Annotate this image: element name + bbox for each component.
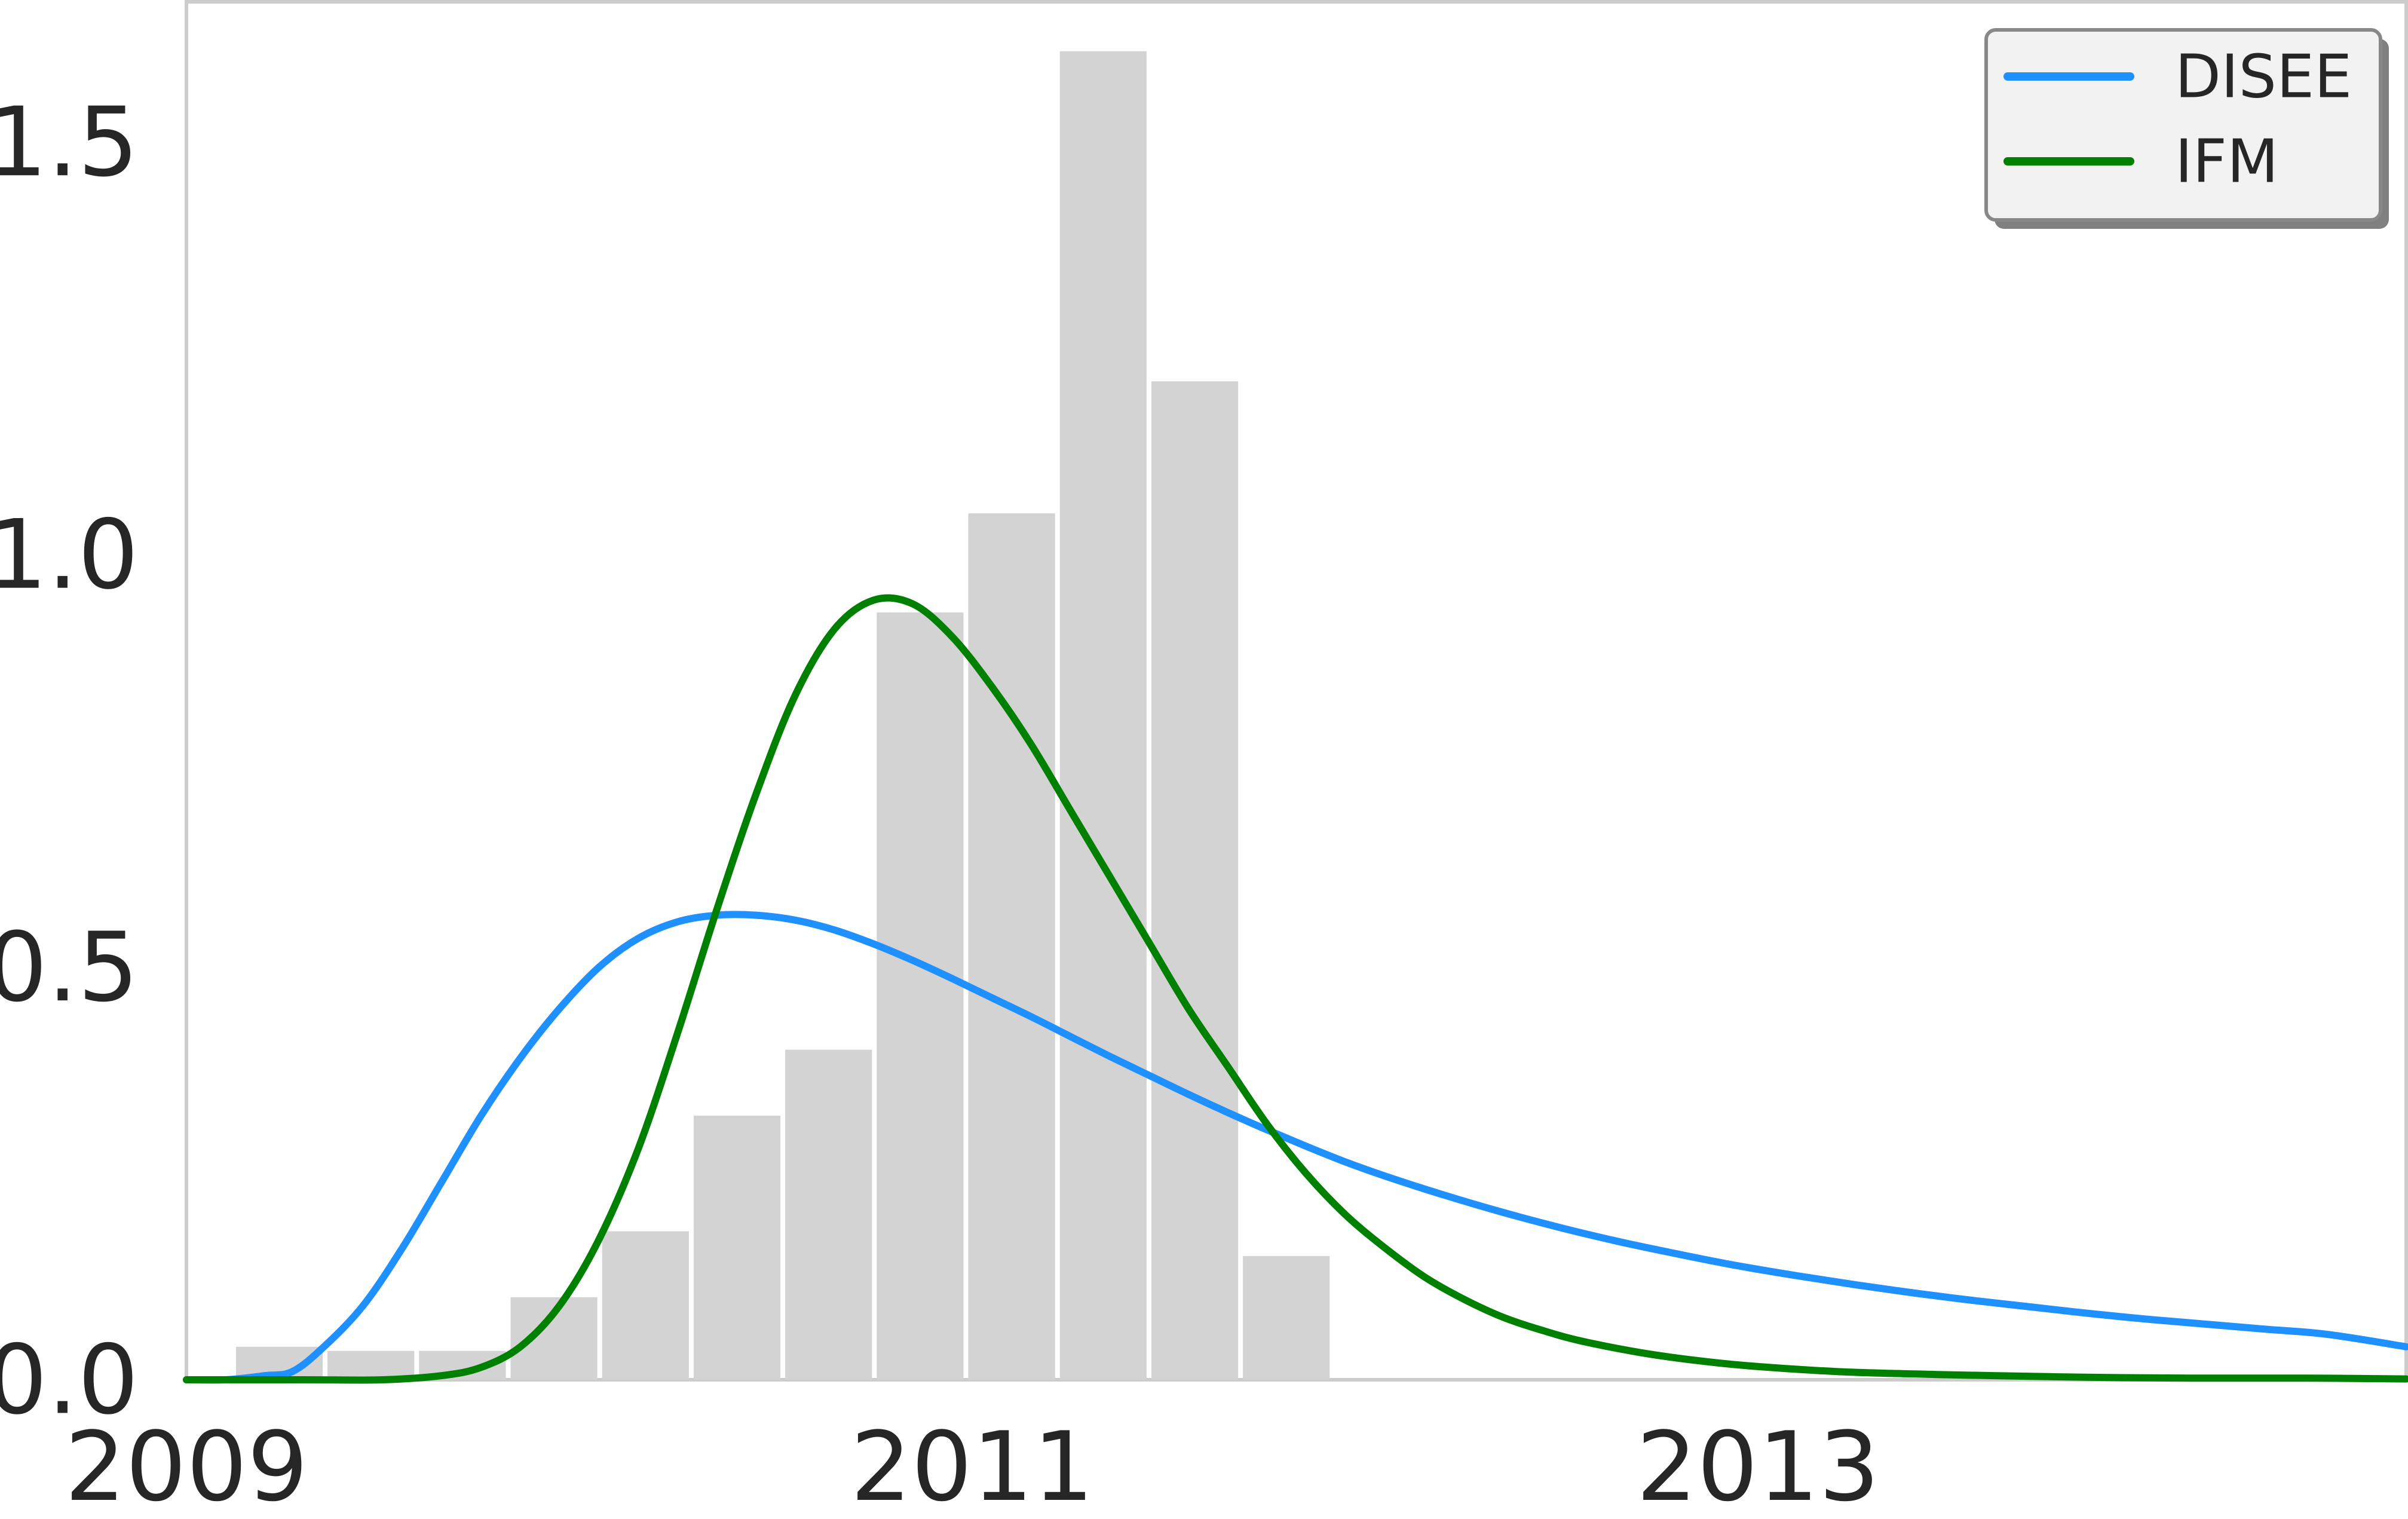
series-line-ifm <box>183 594 2408 1384</box>
x-axis-ticks: 2009 2011 2013 <box>65 1411 1879 1519</box>
histogram-bar <box>968 513 1055 1380</box>
y-tick-label: 0.5 <box>0 911 139 1023</box>
histogram-bar <box>327 1350 415 1380</box>
y-tick-label: 1.5 <box>0 86 139 198</box>
histogram-bars <box>235 51 1330 1380</box>
legend-entries: DISEE IFM <box>2003 42 2352 197</box>
density-lines <box>183 594 2408 1384</box>
y-axis-ticks: 0.0 0.5 1.0 1.5 <box>0 86 139 1435</box>
histogram-bar <box>1059 51 1147 1380</box>
legend-label-ifm: IFM <box>2175 127 2278 197</box>
histogram-bar <box>602 1231 689 1380</box>
x-tick-label: 2011 <box>850 1411 1093 1519</box>
x-tick-label: 2013 <box>1636 1411 1879 1519</box>
plot-area-frame <box>185 0 2408 1382</box>
histogram-bar <box>785 1049 872 1380</box>
histogram-bar <box>1243 1255 1330 1380</box>
series-line-disee <box>183 911 2408 1384</box>
histogram-bar <box>877 612 964 1380</box>
y-tick-label: 1.0 <box>0 499 139 611</box>
y-tick-label: 0.0 <box>0 1324 139 1436</box>
histogram-bar <box>1151 381 1239 1380</box>
legend: DISEE IFM <box>1984 28 2389 229</box>
legend-label-disee: DISEE <box>2175 42 2352 112</box>
histogram-bar <box>693 1116 781 1380</box>
x-tick-label: 2009 <box>65 1411 308 1519</box>
